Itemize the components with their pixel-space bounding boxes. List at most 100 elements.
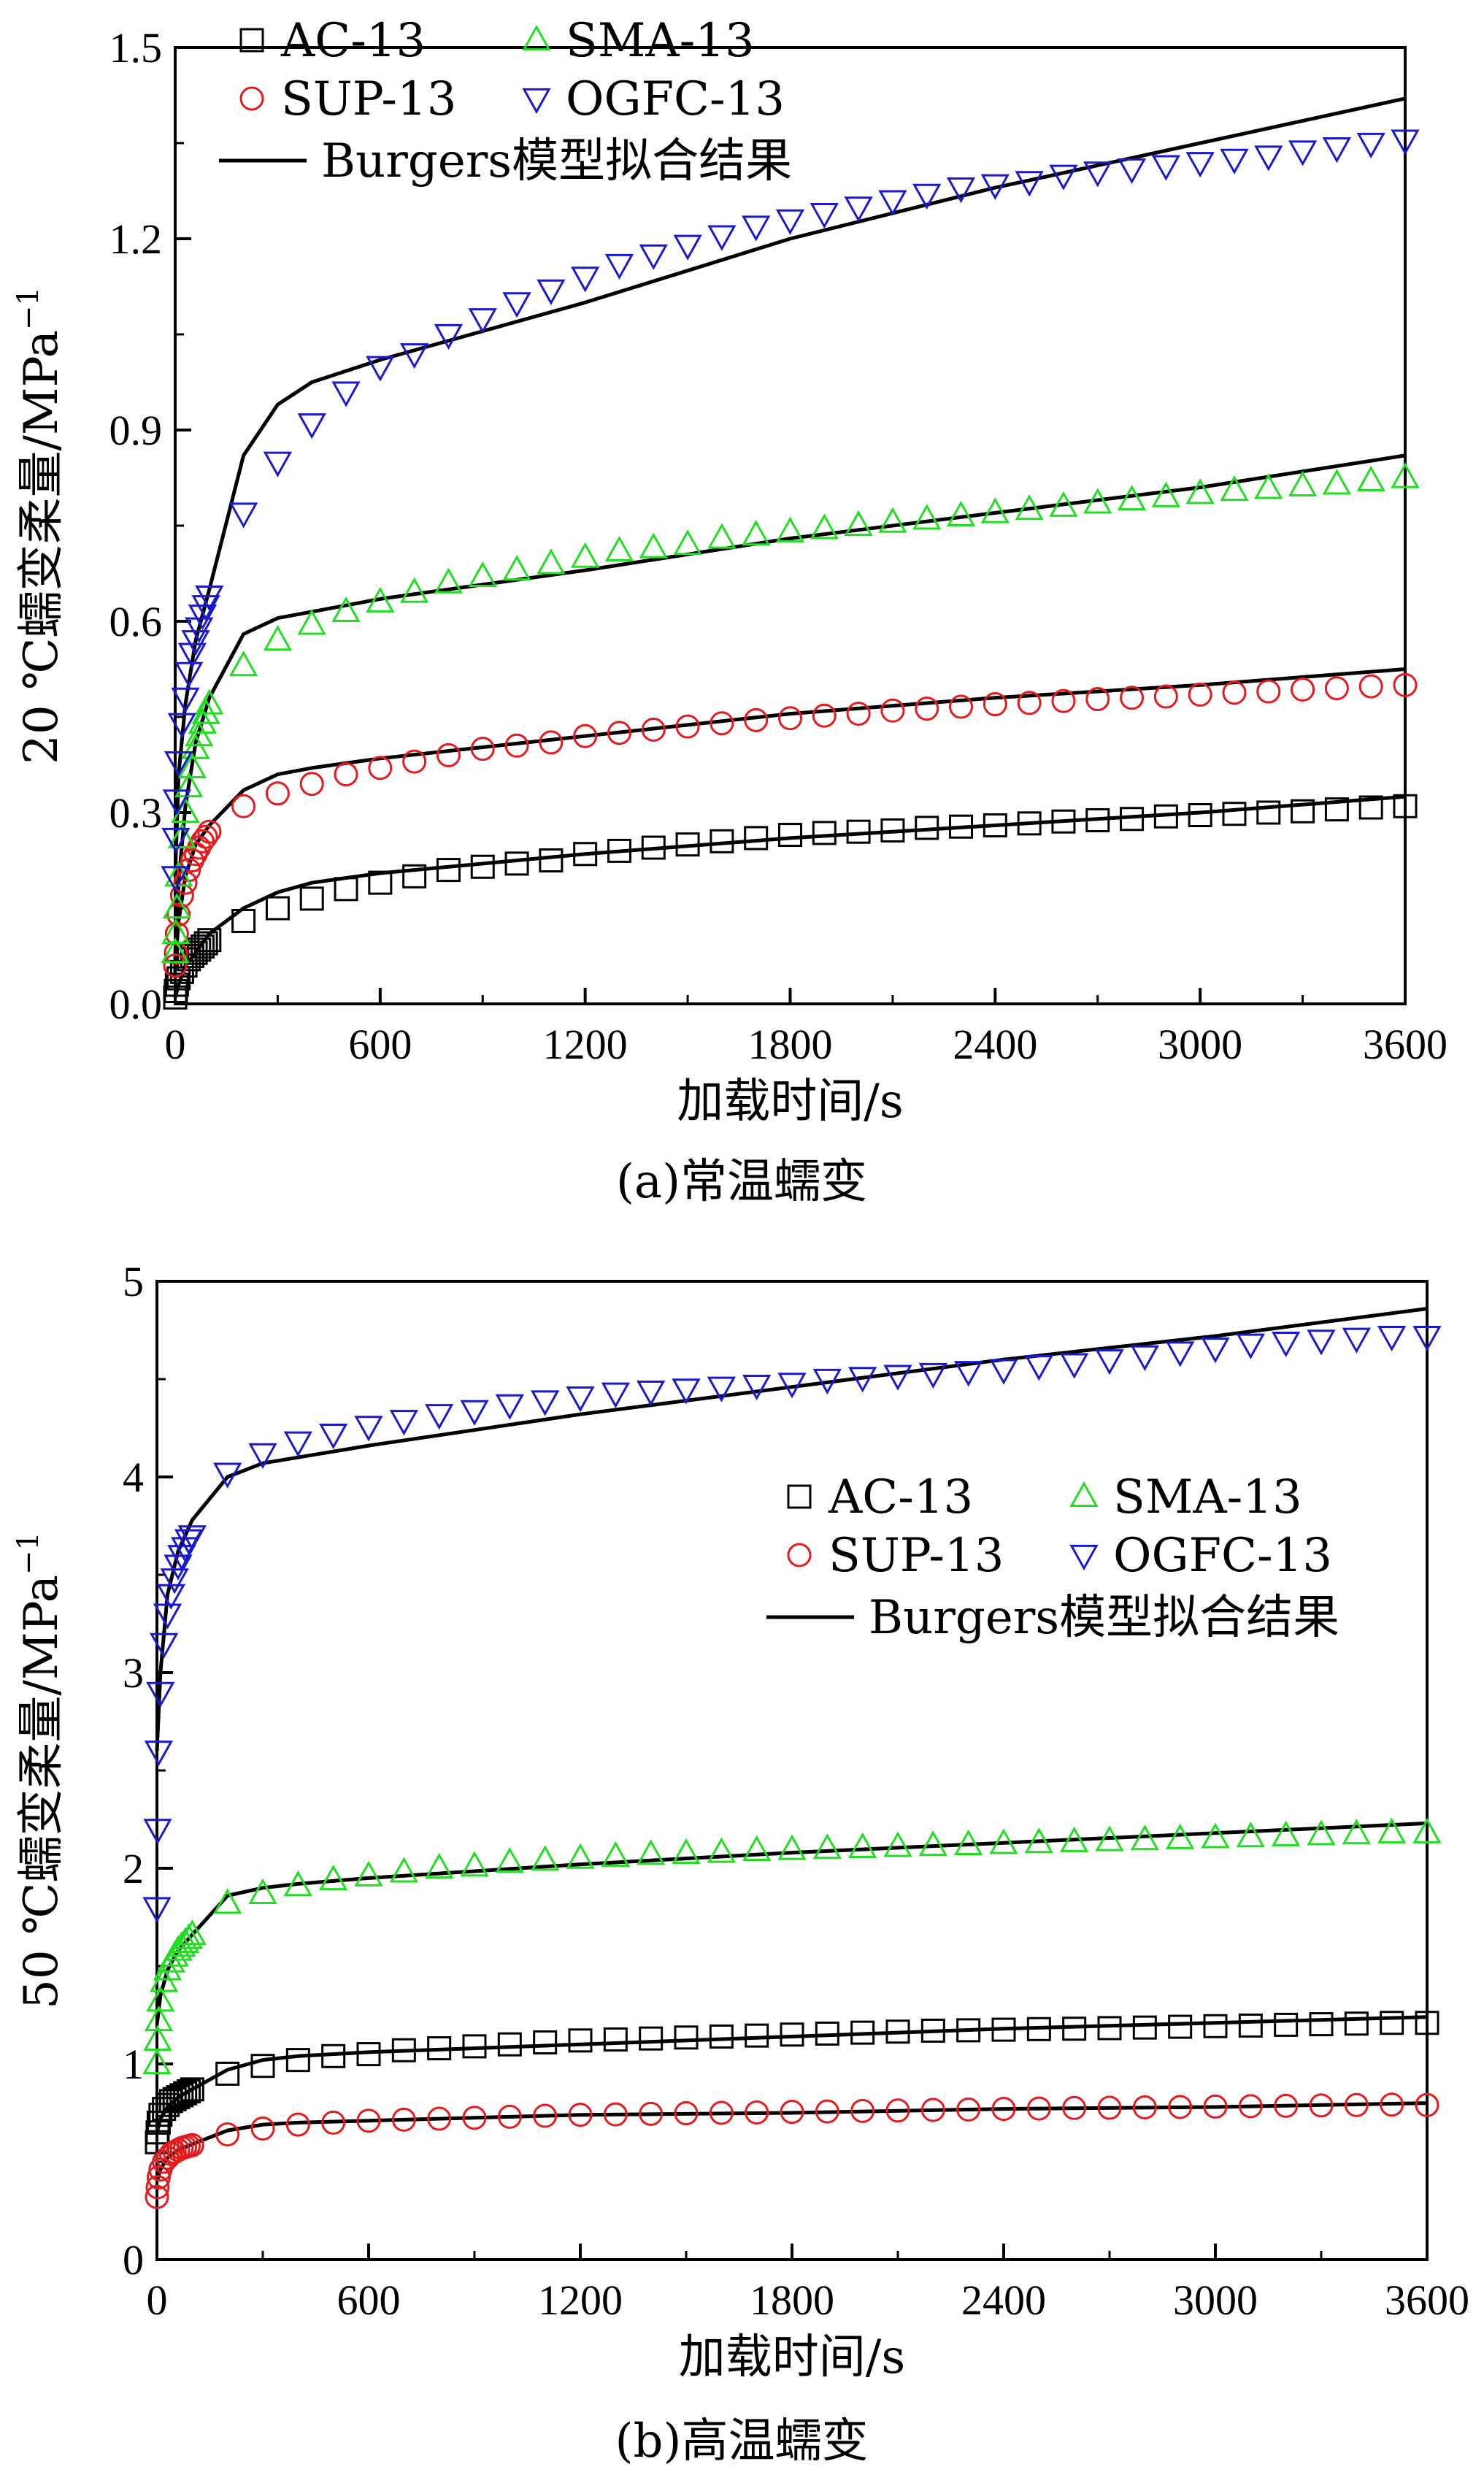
legend-marker-ac-13 [787,1484,812,1509]
y-axis-label-exponent: −1 [12,1532,45,1575]
data-point [1274,2012,1299,2037]
data-point [283,1870,312,1897]
data-point [707,1837,736,1863]
data-point [956,2097,981,2122]
data-point [354,1416,383,1442]
data-point [641,717,666,742]
x-tick-label: 1200 [543,1021,628,1068]
data-point [185,721,214,747]
data-point [427,2106,452,2131]
legend-label-ogfc-13: OGFC-13 [1113,1529,1332,1583]
data-point [462,2106,487,2130]
data-point [1256,800,1281,825]
legend-label-fit: Burgers模型拟合结果 [869,1591,1339,1645]
data-point [915,696,939,721]
data-point [880,698,905,723]
data-point [1309,2012,1334,2037]
data-point [162,789,191,815]
data-point [153,1603,182,1630]
data-point [991,2017,1016,2042]
data-point [1049,164,1078,191]
data-point [215,2061,240,2086]
data-point [1153,684,1178,709]
data-point [537,548,566,575]
data-point [356,2108,381,2133]
data-point [263,625,293,651]
legend-marker-ac-13 [239,28,264,53]
data-point [956,2018,981,2043]
series-sma-13 [142,1817,1442,2075]
data-point [641,835,666,860]
data-point [167,822,197,849]
data-point [167,713,197,739]
data-point [885,2098,910,2123]
data-point [1188,682,1212,707]
data-point [1324,676,1349,701]
y-tick-label: 1 [123,2041,144,2088]
data-point [434,323,464,350]
data-point [742,520,771,546]
data-point [883,1365,912,1391]
data-point [1222,802,1247,826]
data-point [989,1359,1018,1385]
data-point [912,504,942,530]
data-point [248,1443,277,1469]
legend-marker-sup-13 [239,86,264,111]
data-point [468,308,497,334]
data-point [848,1367,877,1393]
data-point [918,1362,947,1389]
panel-caption: (b)高温蠕变 [615,2414,869,2468]
fit-line-sup-13 [173,667,1406,966]
data-point [912,183,942,210]
data-point [603,2102,628,2127]
data-point [265,781,290,806]
data-point [1117,158,1147,185]
data-point [436,742,461,767]
data-point [566,1843,595,1869]
legend-label-ac-13: AC-13 [828,1470,973,1524]
data-point [1083,488,1112,514]
data-point [812,821,837,845]
data-point [848,1832,877,1858]
data-point [436,858,461,883]
data-point [1015,494,1044,521]
data-point [573,724,598,748]
series-sup-13 [145,2092,1439,2209]
data-point [1356,132,1385,159]
data-point [846,702,871,726]
data-point [389,1410,418,1436]
y-tick-label: 0.3 [109,789,163,837]
data-point [674,2025,699,2050]
data-point [161,827,191,854]
data-point [425,1852,454,1879]
data-point [920,2018,945,2043]
data-point [710,829,734,853]
data-point [571,542,600,568]
data-point [319,1423,348,1450]
data-point [1166,1341,1195,1367]
data-point [1358,674,1383,699]
data-point [143,2025,172,2051]
data-point [672,1378,701,1405]
data-point [495,1394,524,1420]
data-point [171,687,200,713]
data-point [674,2101,699,2126]
data-point [637,1380,666,1407]
data-point [460,1851,489,1877]
data-point [603,2027,628,2052]
data-point [810,202,839,229]
data-point [173,2081,198,2106]
data-point [878,507,907,533]
data-point [778,706,802,731]
data-point [1132,2095,1157,2119]
data-point [531,1390,560,1416]
data-point [710,711,734,736]
legend: AC-13 SMA-13 SUP-13 OGFC-13 Burgers模型拟合结果 [219,14,792,188]
data-point [164,751,193,778]
data-point [470,737,495,761]
data-point [250,2054,275,2079]
data-point [878,190,907,216]
data-point [1342,1819,1371,1845]
data-point [174,1529,204,1555]
data-point [531,1845,560,1871]
